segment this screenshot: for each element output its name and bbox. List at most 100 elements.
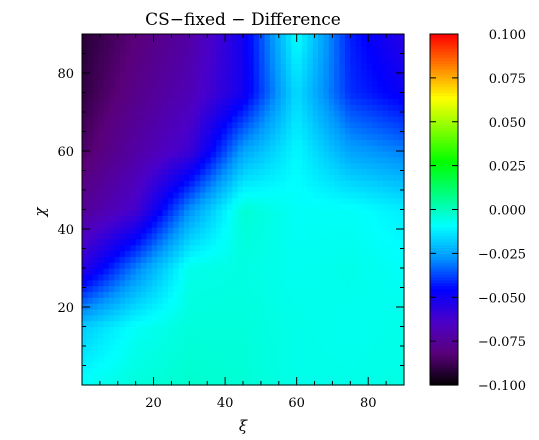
heatmap-cell — [275, 332, 282, 339]
heatmap-cell — [87, 367, 94, 374]
heatmap-cell — [371, 285, 378, 292]
heatmap-cell — [339, 262, 346, 269]
heatmap-cell — [119, 104, 126, 111]
heatmap-cell — [151, 115, 158, 123]
heatmap-cell — [216, 285, 223, 292]
heatmap-cell — [312, 139, 319, 146]
heatmap-cell — [355, 145, 362, 152]
heatmap-cell — [361, 297, 368, 304]
heatmap-cell — [183, 57, 190, 64]
heatmap-cell — [259, 279, 266, 287]
heatmap-cell — [361, 57, 368, 64]
heatmap-cell — [130, 297, 137, 304]
heatmap-cell — [232, 197, 239, 205]
heatmap-cell — [82, 63, 88, 70]
heatmap-cell — [248, 203, 255, 211]
heatmap-cell — [275, 250, 282, 257]
heatmap-cell — [393, 156, 400, 164]
heatmap-cell — [173, 232, 180, 240]
heatmap-cell — [280, 227, 287, 234]
heatmap-cell — [226, 174, 233, 181]
heatmap-cell — [92, 174, 99, 181]
heatmap-cell — [312, 320, 319, 328]
heatmap-cell — [264, 197, 271, 205]
heatmap-cell — [135, 145, 142, 152]
heatmap-cell — [280, 156, 287, 164]
heatmap-cell — [318, 127, 325, 135]
heatmap-cell — [124, 197, 131, 205]
heatmap-cell — [291, 197, 298, 205]
heatmap-cell — [108, 367, 115, 374]
heatmap-cell — [243, 303, 249, 310]
heatmap-cell — [280, 197, 287, 205]
heatmap-cell — [285, 232, 292, 240]
heatmap-cell — [173, 238, 180, 246]
heatmap-cell — [183, 314, 190, 322]
heatmap-cell — [130, 151, 137, 158]
heatmap-cell — [162, 308, 169, 316]
heatmap-cell — [339, 285, 346, 292]
heatmap-cell — [387, 285, 394, 292]
colorbar-swatch — [430, 203, 458, 208]
heatmap-cell — [312, 115, 319, 123]
heatmap-cell — [189, 338, 196, 345]
heatmap-cell — [296, 215, 303, 222]
heatmap-cell — [98, 110, 105, 117]
heatmap-cell — [92, 86, 99, 94]
heatmap-cell — [183, 285, 190, 292]
heatmap-cell — [323, 92, 330, 99]
heatmap-cell — [382, 285, 389, 292]
heatmap-cell — [280, 39, 287, 47]
heatmap-cell — [387, 355, 394, 363]
heatmap-cell — [189, 110, 196, 117]
heatmap-cell — [119, 238, 126, 246]
heatmap-cell — [167, 209, 174, 216]
heatmap-cell — [302, 244, 308, 252]
heatmap-cell — [237, 238, 244, 246]
heatmap-cell — [355, 197, 362, 205]
heatmap-cell — [178, 349, 185, 357]
heatmap-cell — [103, 174, 110, 181]
heatmap-cell — [264, 320, 271, 328]
heatmap-cell — [312, 379, 319, 386]
heatmap-cell — [157, 314, 164, 322]
heatmap-cell — [124, 367, 131, 374]
heatmap-cell — [377, 145, 384, 152]
heatmap-cell — [387, 104, 394, 111]
colorbar-swatch — [430, 57, 458, 61]
heatmap-cell — [243, 174, 249, 181]
heatmap-cell — [194, 156, 201, 164]
heatmap-cell — [108, 191, 115, 199]
heatmap-cell — [226, 156, 233, 164]
heatmap-cell — [269, 256, 276, 263]
heatmap-cell — [103, 291, 110, 298]
heatmap-cell — [162, 314, 169, 322]
heatmap-cell — [173, 268, 180, 275]
heatmap-cell — [398, 256, 405, 263]
heatmap-cell — [130, 145, 137, 152]
heatmap-cell — [173, 355, 180, 363]
heatmap-cell — [178, 86, 185, 94]
heatmap-cell — [285, 268, 292, 275]
heatmap-cell — [114, 39, 121, 47]
heatmap-cell — [275, 262, 282, 269]
heatmap-cell — [189, 367, 196, 374]
heatmap-cell — [344, 379, 351, 386]
heatmap-cell — [119, 57, 126, 64]
heatmap-cell — [302, 34, 308, 41]
heatmap-cell — [151, 338, 158, 345]
heatmap-cell — [243, 92, 249, 99]
heatmap-cell — [124, 238, 131, 246]
heatmap-cell — [269, 297, 276, 304]
heatmap-cell — [366, 57, 373, 64]
heatmap-cell — [253, 186, 260, 193]
heatmap-cell — [178, 221, 185, 228]
heatmap-cell — [328, 326, 335, 333]
heatmap-cell — [382, 174, 389, 181]
heatmap-cell — [280, 203, 287, 211]
heatmap-cell — [275, 74, 282, 82]
heatmap-cell — [82, 186, 88, 193]
heatmap-cell — [307, 121, 314, 129]
heatmap-cell — [280, 314, 287, 322]
heatmap-cell — [146, 285, 153, 292]
